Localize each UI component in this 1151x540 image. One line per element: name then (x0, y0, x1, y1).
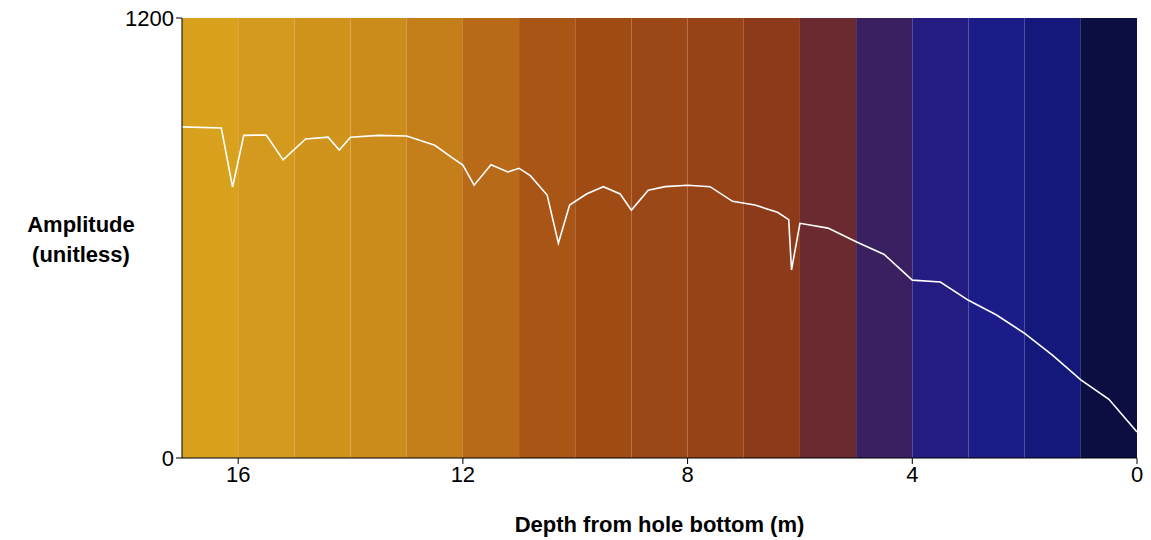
svg-text:1200: 1200 (125, 6, 174, 31)
svg-text:16: 16 (226, 462, 250, 487)
svg-text:0: 0 (162, 446, 174, 471)
svg-text:8: 8 (681, 462, 693, 487)
html-text:Amplitude: Amplitude (27, 212, 135, 237)
svg-text:0: 0 (1131, 462, 1143, 487)
svg-text:Depth from hole bottom (m): Depth from hole bottom (m) (515, 512, 805, 537)
svg-text:12: 12 (451, 462, 475, 487)
svg-text:4: 4 (906, 462, 918, 487)
html-text:(unitless): (unitless) (32, 242, 130, 267)
